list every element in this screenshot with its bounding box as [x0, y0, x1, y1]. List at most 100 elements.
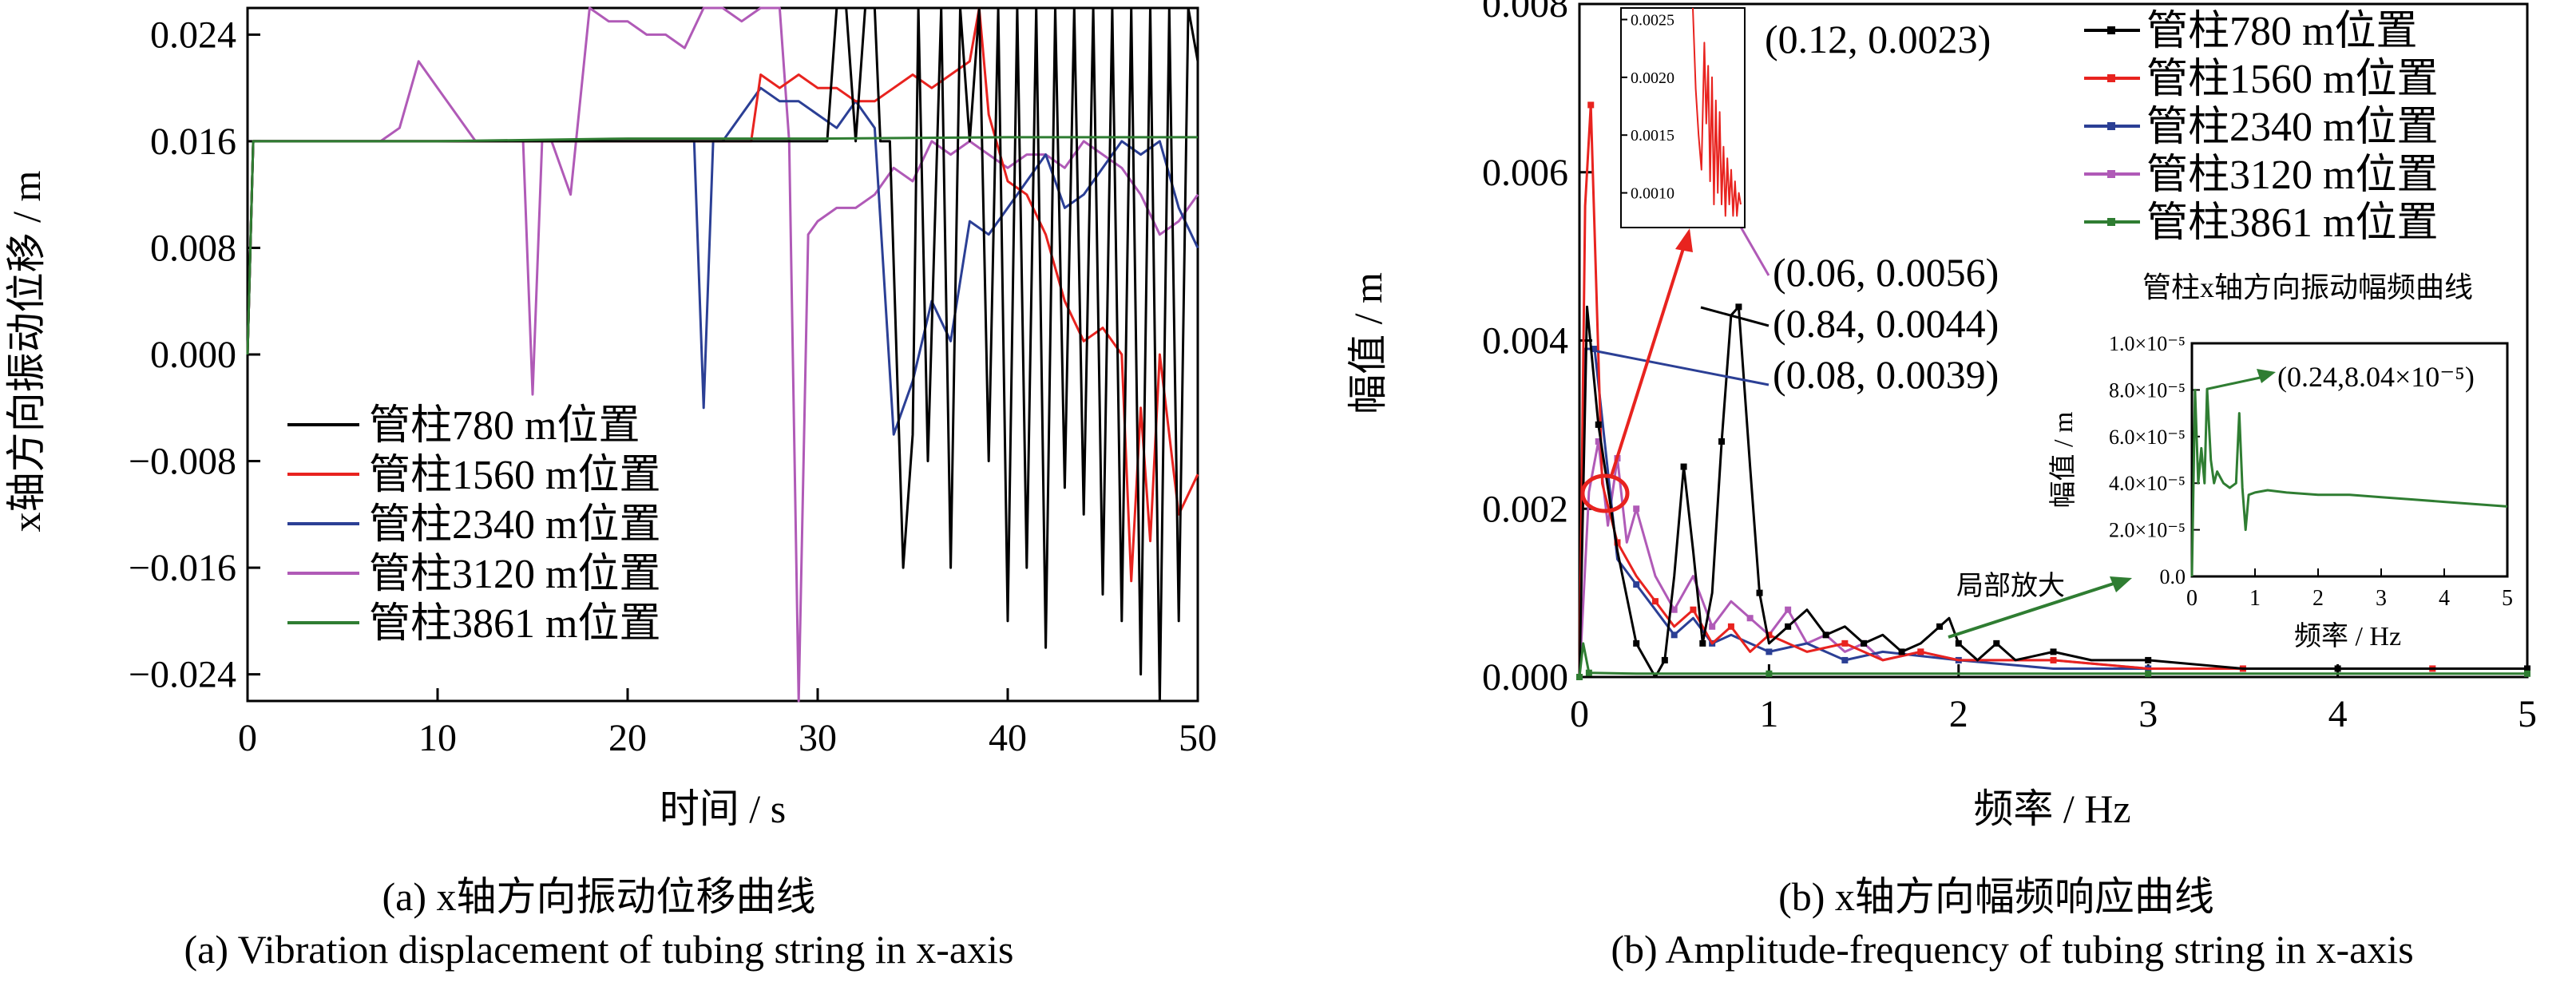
plot-a-series-4 [246, 136, 1198, 355]
plot-b-legend-label-4: 管柱3861 m位置 [2146, 200, 2438, 246]
plot-b-series-0-point [1756, 589, 1763, 596]
plot-b-series-2-point [1591, 346, 1598, 353]
plot-b-series-0-point [1633, 640, 1640, 647]
inset-xtick-label: 3 [2376, 586, 2387, 611]
caption-b-en-text: (b) Amplitude-frequency of tubing string… [1611, 927, 2414, 972]
caption-a-en-text: (a) Vibration displacement of tubing str… [184, 927, 1014, 972]
plot-b-xtick-label: 4 [2328, 693, 2348, 735]
plot-a-xtick-label: 0 [238, 717, 257, 759]
plot-a-xtick-label: 20 [608, 717, 647, 759]
plot-b-series-3-point [1670, 606, 1678, 613]
inset-xtick-label: 4 [2439, 586, 2450, 611]
plot-b-series-1-point [1651, 598, 1659, 605]
inset-xtick-label: 1 [2249, 586, 2261, 611]
plot-b-series-4-point [1576, 674, 1583, 680]
plot-b-legend-label-3: 管柱3120 m位置 [2146, 152, 2438, 198]
plot-b-series-1-point [2050, 656, 2057, 663]
plot-b-series-2-point [1841, 656, 1849, 663]
plot-b-series-0-point [2145, 656, 2152, 663]
plot-b-series-0-point [1661, 656, 1668, 663]
plot-b-series-1-point [1841, 640, 1849, 647]
plot-b-annotation-leader-2 [1700, 306, 1770, 327]
plot-b-series-0-point [1595, 421, 1602, 428]
plot-b-annotation-0: (0.12, 0.0023) [1765, 17, 1991, 61]
plot-b-series-3-point [1746, 615, 1754, 622]
plot-b-series-2-point [1766, 648, 1773, 655]
plot-a-legend-label-0: 管柱780 m位置 [369, 403, 640, 449]
inset-ytick-label: 0.0 [2160, 565, 2186, 588]
plot-b-series-1-point [1690, 606, 1697, 613]
inset-ytick-label: 4.0×10⁻⁵ [2109, 472, 2186, 495]
plot-b-annotation-1: (0.06, 0.0056) [1773, 250, 1999, 295]
plot-b-series-0-point [1861, 640, 1868, 647]
plot-b-zoom-inset-series-0 [1692, 7, 1742, 217]
plot-b-legend-marker-2 [2107, 122, 2115, 130]
plot-b-series-4-point [1585, 669, 1592, 676]
plot-b-ytick-label: 0.008 [1482, 0, 1568, 26]
plot-b-series-0-point [2334, 665, 2341, 672]
inset-title: 管柱x轴方向振动幅频曲线 [2142, 271, 2473, 303]
inset-ylabel: 幅值 / m [2048, 412, 2079, 509]
plot-b-series-0 [1578, 305, 2527, 679]
plot-b-series-0-point [1718, 438, 1726, 445]
plot-b-xtick-label: 1 [1759, 693, 1778, 735]
plot-a-xtick-label: 40 [989, 717, 1027, 759]
plot-b-series-0-point [2524, 665, 2530, 672]
plot-b-series-0-point [1735, 303, 1742, 311]
plot-a-ylabel: x轴方向振动位移 / m [4, 171, 49, 533]
plot-a-xtick-label: 10 [418, 717, 457, 759]
caption-b-en: (b) Amplitude-frequency of tubing string… [1501, 925, 2523, 974]
plot-b-series-3-point [1785, 606, 1792, 613]
plot-b-series-1-point [1614, 539, 1621, 546]
plot-b-series-1-point [1587, 101, 1595, 109]
plot-a-ytick-label: −0.016 [129, 547, 236, 589]
plot-b-series-0-point [1699, 640, 1706, 647]
inset-xlabel: 频率 / Hz [2294, 621, 2401, 651]
plot-a-ytick-label: 0.024 [150, 14, 236, 56]
plot-b-annotation-leader-3 [1596, 350, 1770, 386]
plot-b-series-0-point [1993, 640, 2000, 647]
plot-b-series-0-point [1680, 463, 1687, 470]
inset-ytick-label: 6.0×10⁻⁵ [2109, 426, 2186, 449]
plot-b-legend-marker-1 [2107, 74, 2115, 82]
plot-b-series-0-point [1955, 640, 1962, 647]
plot-b-annotation-2: (0.84, 0.0044) [1773, 301, 1999, 346]
plot-a-xlabel: 时间 / s [660, 786, 786, 831]
inset-ytick-label: 8.0×10⁻⁵ [2109, 378, 2186, 402]
plot-b-series-1-point [1766, 632, 1773, 639]
plot-b-legend-marker-3 [2107, 170, 2115, 178]
plot-b-legend-label-0: 管柱780 m位置 [2146, 9, 2417, 54]
caption-a-cn: (a) x轴方向振动位移曲线 [200, 872, 998, 921]
plot-b-series-1-point [1917, 648, 1924, 655]
caption-a-cn-text: (a) x轴方向振动位移曲线 [382, 874, 816, 919]
plot-b-zoom-inset-ytick-label: 0.0025 [1631, 11, 1674, 29]
plot-b-xlabel: 频率 / Hz [1973, 786, 2130, 831]
plot-a-xtick-label: 30 [799, 717, 837, 759]
plot-b-series-2 [1578, 347, 2527, 678]
caption-b-cn-text: (b) x轴方向幅频响应曲线 [1778, 874, 2214, 919]
plot-b-inset-arrowhead [2110, 576, 2132, 592]
plot-b-zoom-circle [1580, 473, 1630, 513]
plot-a-ytick-label: −0.008 [129, 441, 236, 483]
plot-b-zoom-inset-ytick-label: 0.0015 [1631, 127, 1674, 145]
plot-a-ytick-label: 0.016 [150, 121, 236, 163]
plot-a-series-0 [246, 6, 1199, 703]
plot-b-legend-marker-4 [2107, 218, 2115, 226]
plot-a-legend-label-2: 管柱2340 m位置 [369, 502, 660, 548]
inset-annotation-arrowhead [2257, 369, 2276, 383]
plot-b-xtick-label: 0 [1570, 693, 1589, 735]
plot-b-legend-label-2: 管柱2340 m位置 [2146, 105, 2438, 150]
plot-b-ylabel: 幅值 / m [1345, 272, 1390, 414]
plot-b-series-2-point [1670, 632, 1678, 639]
plot-b-ytick-label: 0.002 [1482, 488, 1568, 530]
plot-b-series-0-point [2050, 648, 2057, 655]
plot-b-ytick-label: 0.006 [1482, 152, 1568, 194]
plot-b-series-0-point [1898, 648, 1905, 655]
plot-b-series-2-point [1633, 581, 1640, 588]
plot-a-ytick-label: 0.000 [150, 334, 236, 376]
plot-a-legend-label-3: 管柱3120 m位置 [369, 552, 660, 597]
inset-annotation-leader [2206, 375, 2265, 390]
plot-b-series-4-point [2145, 670, 2152, 677]
plot-b-series-3-point [1709, 623, 1716, 630]
